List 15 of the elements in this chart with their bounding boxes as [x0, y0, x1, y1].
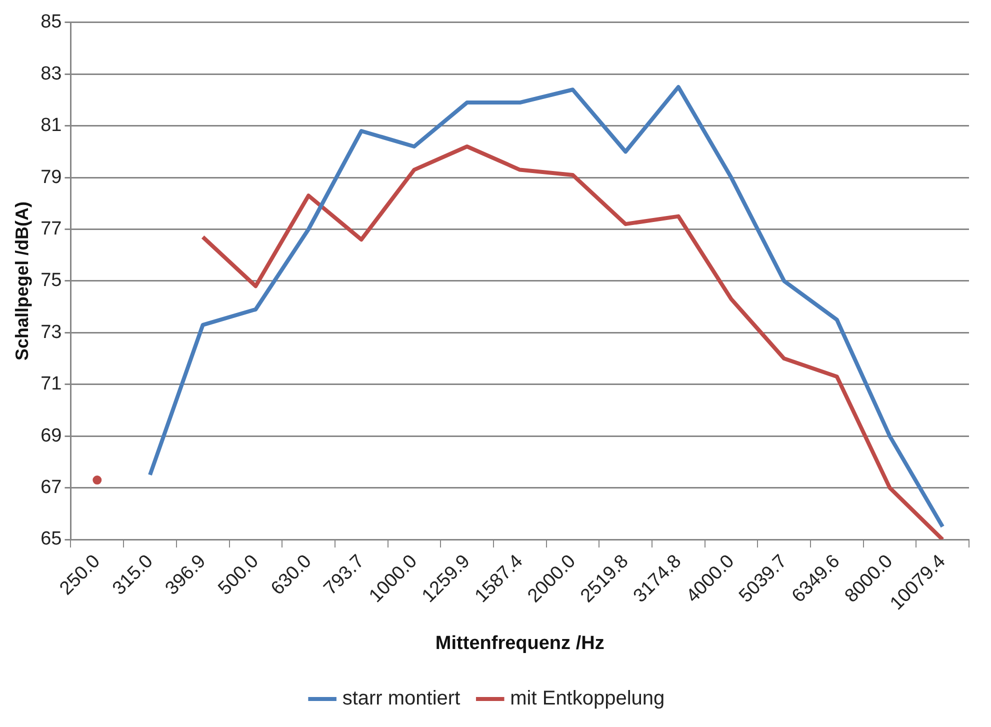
- y-tick-label: 75: [40, 270, 62, 292]
- y-tick-label: 79: [40, 166, 62, 188]
- legend-label: starr montiert: [342, 688, 461, 710]
- y-tick-label: 73: [40, 322, 62, 343]
- y-tick-label: 71: [40, 374, 62, 395]
- y-tick-label: 65: [40, 528, 62, 550]
- x-axis-title: Mittenfrequenz /Hz: [435, 632, 604, 654]
- y-tick-label: 67: [40, 477, 62, 498]
- y-axis-title: Schallpegel /dB(A): [12, 201, 32, 360]
- legend-label: mit Entkoppelung: [510, 688, 665, 710]
- y-tick-label: 81: [40, 115, 62, 136]
- y-tick-label: 69: [40, 425, 62, 446]
- y-tick-label: 85: [40, 12, 62, 33]
- y-tick-label: 83: [40, 63, 62, 84]
- y-tick-label: 77: [40, 218, 62, 240]
